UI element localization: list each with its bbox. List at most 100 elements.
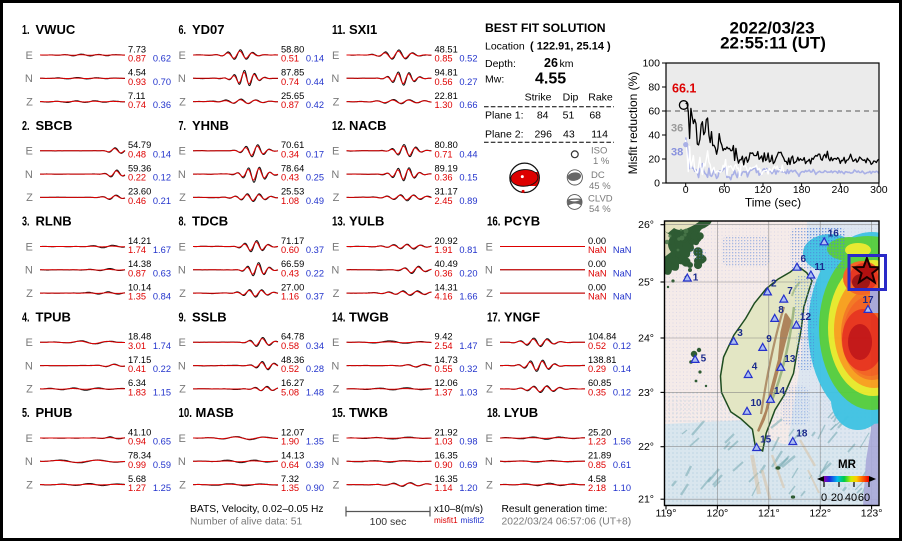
svg-text:0.87: 0.87	[128, 54, 146, 64]
svg-text:60: 60	[858, 492, 870, 504]
svg-text:1.20: 1.20	[459, 483, 477, 493]
svg-text:1.83: 1.83	[128, 388, 146, 398]
svg-text:N: N	[25, 169, 33, 181]
svg-text:4.54: 4.54	[128, 68, 146, 78]
svg-text:0.34: 0.34	[306, 341, 324, 351]
svg-text:58.80: 58.80	[281, 44, 304, 54]
svg-text:E: E	[332, 146, 339, 158]
svg-text:0.46: 0.46	[128, 196, 146, 206]
svg-text:3.01: 3.01	[128, 341, 146, 351]
svg-text:0.87: 0.87	[128, 268, 146, 278]
svg-text:km: km	[560, 58, 574, 70]
svg-text:TPUB: TPUB	[36, 309, 71, 324]
svg-text:Plane 2:: Plane 2:	[485, 129, 524, 141]
svg-text:Z: Z	[333, 479, 340, 491]
svg-text:x10–8(m/s): x10–8(m/s)	[434, 504, 483, 515]
svg-text:1.91: 1.91	[435, 245, 453, 255]
svg-text:2022/03/24 06:57:06 (UT+8): 2022/03/24 06:57:06 (UT+8)	[502, 517, 632, 528]
svg-text:23°: 23°	[638, 387, 654, 399]
svg-text:0.20: 0.20	[459, 268, 477, 278]
svg-text:66.1: 66.1	[672, 82, 696, 96]
svg-text:54.79: 54.79	[128, 140, 151, 150]
svg-text:Depth:: Depth:	[485, 58, 516, 70]
svg-text:0.00: 0.00	[588, 282, 606, 292]
svg-text:0.69: 0.69	[459, 460, 477, 470]
svg-text:0.84: 0.84	[153, 292, 171, 302]
svg-text:4.16: 4.16	[435, 292, 453, 302]
svg-text:5.68: 5.68	[128, 474, 146, 484]
svg-text:45 %: 45 %	[589, 181, 611, 192]
svg-text:0.62: 0.62	[153, 54, 171, 64]
svg-text:7: 7	[787, 286, 793, 297]
svg-text:4: 4	[752, 361, 758, 372]
svg-text:0.99: 0.99	[128, 460, 146, 470]
svg-text:26°: 26°	[638, 219, 654, 231]
svg-text:PHUB: PHUB	[36, 405, 73, 420]
svg-text:11.: 11.	[332, 22, 346, 37]
svg-text:119°: 119°	[656, 508, 677, 520]
svg-text:100: 100	[642, 58, 660, 70]
svg-text:41.10: 41.10	[128, 427, 151, 437]
svg-text:Z: Z	[333, 192, 340, 204]
svg-text:0.59: 0.59	[153, 460, 171, 470]
svg-text:7.: 7.	[179, 118, 187, 133]
svg-text:1.48: 1.48	[306, 388, 324, 398]
svg-text:0.58: 0.58	[281, 341, 299, 351]
svg-text:12.07: 12.07	[281, 427, 304, 437]
svg-text:N: N	[178, 456, 186, 468]
svg-text:Plane 1:: Plane 1:	[485, 109, 524, 121]
svg-text:7.32: 7.32	[281, 474, 299, 484]
svg-text:1.: 1.	[22, 22, 30, 37]
svg-text:0.37: 0.37	[306, 292, 324, 302]
svg-text:1.66: 1.66	[459, 292, 477, 302]
svg-text:64.78: 64.78	[281, 332, 304, 342]
svg-text:16.35: 16.35	[435, 451, 458, 461]
svg-text:1.35: 1.35	[306, 437, 324, 447]
svg-text:21.89: 21.89	[588, 451, 611, 461]
svg-text:5: 5	[701, 354, 707, 365]
svg-text:114: 114	[591, 129, 608, 141]
svg-text:0.42: 0.42	[306, 100, 324, 110]
svg-text:15: 15	[760, 434, 772, 445]
svg-text:0.22: 0.22	[306, 268, 324, 278]
svg-text:0.74: 0.74	[281, 77, 299, 87]
svg-text:10: 10	[751, 398, 763, 409]
svg-text:17: 17	[863, 295, 875, 306]
svg-text:22:55:11 (UT): 22:55:11 (UT)	[720, 34, 826, 53]
svg-text:16.: 16.	[487, 214, 501, 229]
svg-text:YNGF: YNGF	[504, 309, 540, 324]
svg-text:71.17: 71.17	[281, 236, 304, 246]
svg-text:0.49: 0.49	[306, 196, 324, 206]
svg-text:E: E	[178, 433, 185, 445]
svg-text:N: N	[485, 456, 493, 468]
svg-text:0.41: 0.41	[128, 364, 146, 374]
svg-text:Z: Z	[333, 96, 340, 108]
svg-text:89.19: 89.19	[435, 163, 458, 173]
svg-text:BATS, Velocity, 0.02–0.05 Hz: BATS, Velocity, 0.02–0.05 Hz	[190, 504, 324, 515]
svg-text:14.31: 14.31	[435, 282, 458, 292]
svg-text:E: E	[178, 337, 185, 349]
svg-text:NaN: NaN	[613, 245, 632, 255]
svg-text:Z: Z	[26, 96, 33, 108]
svg-text:E: E	[332, 50, 339, 62]
svg-text:27.00: 27.00	[281, 282, 304, 292]
svg-text:54 %: 54 %	[589, 204, 611, 215]
svg-text:21.92: 21.92	[435, 427, 458, 437]
svg-text:121°: 121°	[758, 508, 780, 520]
svg-text:1.15: 1.15	[153, 388, 171, 398]
svg-text:0.71: 0.71	[435, 149, 453, 159]
svg-text:0: 0	[683, 184, 689, 196]
svg-text:296: 296	[534, 129, 552, 141]
svg-text:0.12: 0.12	[613, 388, 631, 398]
svg-text:0.36: 0.36	[435, 173, 453, 183]
svg-text:E: E	[332, 337, 339, 349]
svg-text:SXI1: SXI1	[349, 22, 377, 37]
svg-text:Z: Z	[333, 384, 340, 396]
svg-text:8.: 8.	[179, 214, 187, 229]
svg-text:1: 1	[693, 272, 699, 283]
svg-text:RLNB: RLNB	[36, 214, 72, 229]
svg-text:PCYB: PCYB	[504, 214, 540, 229]
svg-text:100 sec: 100 sec	[370, 516, 407, 528]
svg-text:60.85: 60.85	[588, 378, 611, 388]
svg-text:36: 36	[671, 123, 683, 135]
